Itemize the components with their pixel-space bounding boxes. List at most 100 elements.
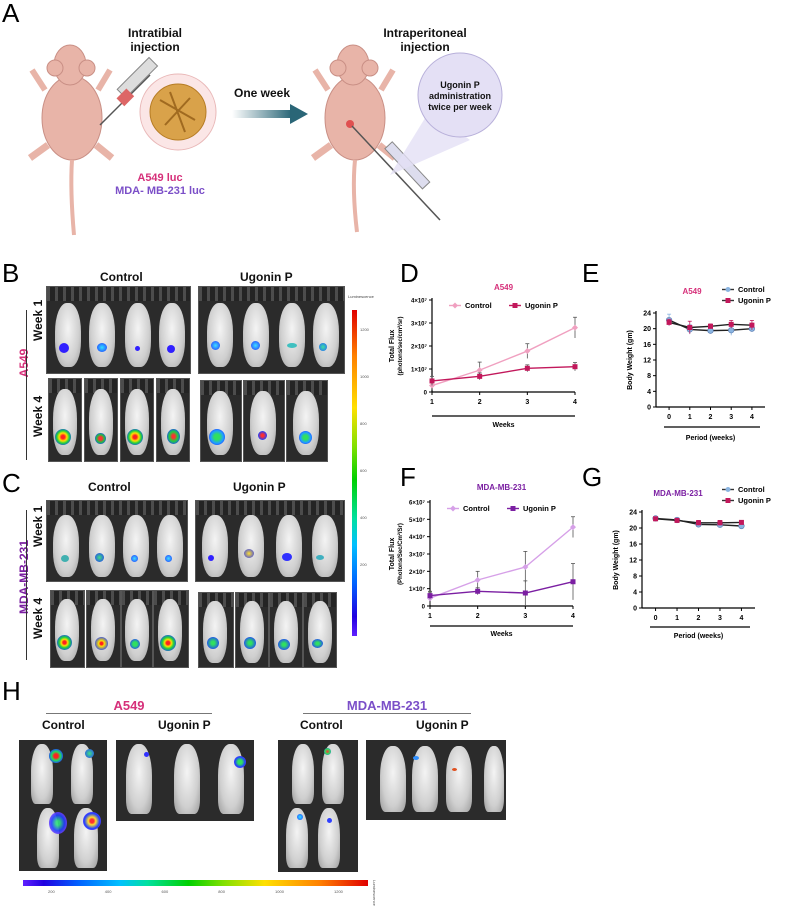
panel-letter-f: F — [400, 462, 416, 492]
ugonin-bubble-icon — [417, 52, 503, 138]
legend-label: Control — [738, 285, 765, 294]
x-tick-label: 3 — [729, 414, 733, 421]
y-tick-label: 2×10⁷ — [411, 345, 428, 351]
legend-label: Ugonin P — [523, 504, 556, 513]
x-tick-label: 4 — [750, 414, 754, 421]
x-tick-label: 1 — [688, 414, 692, 421]
h-a549-label: A549 — [113, 698, 145, 713]
y-tick-label: 4 — [647, 389, 651, 396]
x-tick-label: 4 — [573, 399, 577, 406]
vtick-200: 200 — [360, 562, 367, 567]
chart-d-a549-flux: A549 0 1×10⁷ 2×10⁷ 3×10⁷ 4×10⁷ 1 2 3 4 Weeks Total … — [389, 283, 578, 429]
y-tick-label: 4×10⁷ — [409, 535, 426, 541]
panel-letter-g: G — [582, 462, 603, 492]
c-week4-control-image-1 — [50, 590, 85, 668]
chart-title: MDA-MB-231 — [477, 483, 527, 492]
y-tick-label: 16 — [629, 542, 637, 549]
htick-200: 200 — [48, 889, 55, 894]
vtick-1200: 1200 — [360, 327, 369, 332]
c-week4-ugonin-image-2 — [235, 592, 269, 668]
y-axis-label: Body Weight (gm) — [627, 330, 634, 390]
mouse-left-icon — [27, 44, 115, 236]
y-tick-label: 20 — [629, 526, 637, 533]
c-cell-line-label: MDA-MB-231 — [17, 540, 31, 615]
data-point — [474, 577, 481, 583]
b-week4-label: Week 4 — [31, 395, 45, 437]
b-week4-ugonin-image-3 — [286, 380, 328, 462]
b-cell-line-label: A549 — [17, 348, 31, 378]
panel-letter-b: B — [2, 258, 20, 288]
b-divider — [26, 310, 27, 460]
data-point — [427, 593, 433, 599]
intratibial-label: Intratibial injection — [95, 26, 215, 54]
data-point — [477, 373, 483, 379]
legend-label: Control — [738, 485, 765, 494]
b-week4-ugonin-image-2 — [243, 380, 285, 462]
cell-line-mda: MDA- MB-231 luc — [115, 185, 205, 197]
x-tick-label: 3 — [718, 615, 722, 622]
one-week-label: One week — [234, 86, 291, 100]
x-tick-label: 1 — [428, 613, 432, 620]
data-point — [717, 520, 723, 526]
y-tick-label: 12 — [643, 358, 651, 365]
intratibial-label-l2: injection — [130, 40, 180, 54]
c-week4-ugonin-image-1 — [198, 592, 234, 668]
x-tick-label: 4 — [571, 613, 575, 620]
y-tick-label: 24 — [643, 311, 651, 318]
c-ugonin-label: Ugonin P — [233, 480, 286, 494]
y-tick-label: 8 — [647, 373, 651, 380]
intraperitoneal-label: Intraperitoneal injection — [365, 26, 485, 54]
x-tick-label: 2 — [709, 414, 713, 421]
bubble-l3: twice per week — [428, 102, 492, 112]
y-tick-label: 2×10⁷ — [409, 570, 426, 576]
c-week1-ugonin-image — [195, 500, 345, 582]
y-axis-label: Body Weight (gm) — [613, 530, 620, 590]
c-control-label: Control — [88, 480, 131, 494]
h-a549-control-label: Control — [42, 718, 85, 732]
x-tick-label: 1 — [675, 615, 679, 622]
legend-label: Ugonin P — [738, 496, 771, 505]
c-week4-control-image-4 — [153, 590, 189, 668]
h-mda-control-label: Control — [300, 718, 343, 732]
data-point — [570, 579, 576, 585]
vtick-600: 600 — [360, 468, 367, 473]
htick-1200: 1200 — [334, 889, 343, 894]
data-point — [572, 364, 578, 370]
h-mda-label: MDA-MB-231 — [346, 698, 428, 713]
htick-1000: 1000 — [275, 889, 284, 894]
x-tick-label: 4 — [739, 615, 743, 622]
c-week1-label: Week 1 — [31, 505, 45, 547]
data-point — [572, 324, 578, 331]
h-mda-line — [303, 713, 471, 714]
x-tick-label: 3 — [523, 613, 527, 620]
htick-400: 400 — [104, 889, 112, 894]
cell-line-a549: A549 luc — [137, 172, 183, 184]
data-point — [708, 323, 713, 329]
panel-letter-a: A — [2, 0, 20, 28]
horizontal-scale-title: Luminescence — [372, 880, 377, 906]
y-tick-label: 8 — [633, 574, 637, 581]
chart-title: A549 — [682, 287, 702, 296]
schematic-illustration — [27, 44, 503, 236]
h-a549-line — [46, 713, 212, 714]
data-point — [429, 378, 435, 384]
b-week4-control-image-4 — [156, 378, 190, 462]
y-axis-label: Total Flux (photons/sec/cm²/sr) — [389, 316, 404, 375]
h-a549-ugonin-image — [116, 740, 254, 821]
mouse-right-icon — [310, 44, 398, 233]
b-week1-control-image — [46, 286, 191, 374]
x-axis-label: Weeks — [492, 422, 514, 429]
data-point — [696, 520, 701, 526]
y-tick-label: 0 — [424, 391, 428, 397]
b-week1-label: Week 1 — [31, 299, 45, 341]
y-tick-label: 16 — [643, 342, 651, 349]
series-line — [431, 326, 576, 387]
h-a549-control-image — [19, 740, 107, 871]
data-point — [674, 517, 680, 523]
data-point — [666, 319, 672, 325]
arrow-icon — [232, 110, 292, 118]
y-tick-label: 6×10⁷ — [409, 501, 426, 507]
c-week4-control-image-3 — [121, 590, 153, 668]
intratibial-label-l1: Intratibial — [127, 26, 182, 40]
